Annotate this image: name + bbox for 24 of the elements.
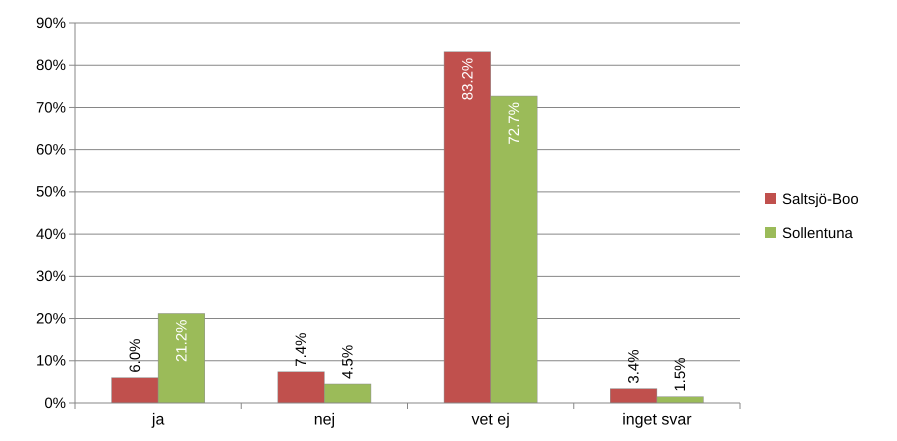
y-tick-label: 10%: [36, 352, 66, 370]
x-tick-label: ja: [150, 411, 164, 428]
data-label: 7.4%: [293, 332, 310, 367]
y-tick-label: 50%: [36, 184, 66, 201]
y-tick-label: 70%: [36, 99, 66, 116]
y-tick-label: 0%: [44, 394, 66, 412]
y-tick-label: 80%: [36, 57, 66, 74]
y-tick-label: 60%: [36, 141, 66, 158]
y-tick-label: 90%: [36, 14, 66, 32]
legend-label: Sollentuna: [782, 225, 854, 242]
y-tick-label: 20%: [36, 310, 66, 328]
data-label: 21.2%: [173, 319, 190, 362]
data-label: 6.0%: [126, 338, 144, 373]
y-tick-label: 40%: [36, 226, 66, 243]
x-tick-label: vet ej: [472, 411, 510, 428]
x-tick-label: nej: [314, 411, 336, 428]
y-tick-label: 30%: [36, 268, 66, 286]
legend-label: Saltsjö-Boo: [782, 191, 859, 208]
data-label: 1.5%: [672, 357, 690, 392]
data-label: 72.7%: [506, 102, 523, 145]
x-tick-label: inget svar: [622, 411, 692, 428]
data-label: 83.2%: [459, 58, 476, 100]
data-label: 3.4%: [626, 349, 643, 384]
data-label: 4.5%: [340, 344, 357, 379]
